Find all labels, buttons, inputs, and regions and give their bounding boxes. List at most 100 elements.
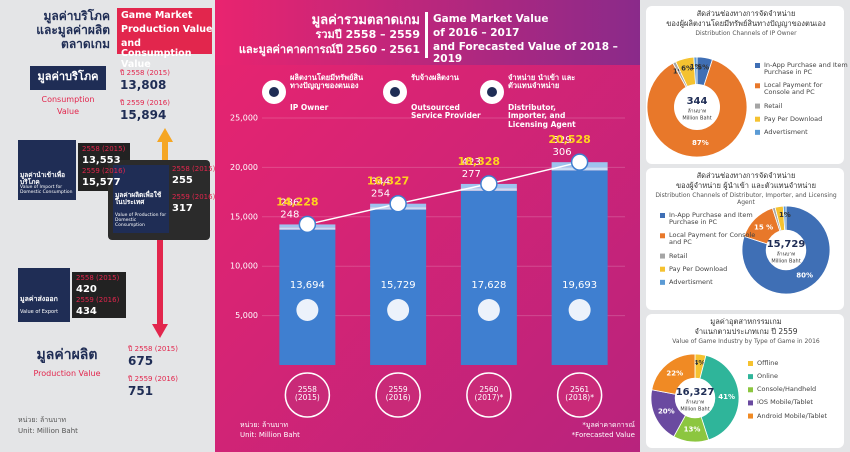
- label-en: Value of Export: [20, 309, 59, 315]
- pie-hole: [765, 229, 807, 271]
- title-en: Game Market: [121, 10, 193, 21]
- legend-swatch: [748, 361, 753, 366]
- pie-center-value: 16,327: [676, 387, 715, 398]
- legend-swatch: [660, 213, 665, 218]
- legend-entry: Advertisment: [669, 277, 713, 286]
- label-th: มูลค่าผลิต: [36, 347, 98, 363]
- title-en: Game Market Value: [433, 13, 549, 25]
- row-year: 2559 (2016): [82, 167, 126, 175]
- pie-label: 13%: [684, 426, 701, 434]
- pie-label: 6%: [681, 64, 693, 72]
- row-year: ปี 2559 (2016): [120, 99, 170, 107]
- unit-note: หน่วย: ล้านบาท: [240, 421, 289, 429]
- legend-entry: Retail: [669, 251, 688, 260]
- title-box: [117, 8, 212, 54]
- legend-entry: In-App Purchase and Item Purchase in PC: [764, 61, 848, 77]
- title-th: รวมปี 2558 – 2559: [315, 28, 420, 41]
- row-value: 15,894: [120, 108, 167, 122]
- row-value: 13,553: [82, 155, 121, 166]
- total-point: [480, 175, 498, 193]
- export-values-box: [72, 272, 126, 318]
- pie-hole: [674, 377, 716, 419]
- data-label: 17,628: [471, 280, 506, 291]
- label-en: Production Value: [33, 369, 101, 378]
- pie-title: ของผู้จำหน่าย ผู้นำเข้า และตัวแทนจำหน่าย: [675, 181, 817, 190]
- x-tick-label: 2560 (2017)*: [474, 385, 504, 403]
- total-label: 16,327: [367, 175, 409, 188]
- legend-entry: Distributor, Importer, and Licensing Age…: [508, 103, 576, 129]
- label-en: Value of Import for Domestic Consumption: [20, 185, 73, 195]
- legend-swatch: [755, 83, 760, 89]
- row-value: 15,577: [82, 177, 121, 188]
- total-point: [570, 153, 589, 171]
- cat-circle: [375, 372, 421, 418]
- row-year: 2559 (2016): [76, 296, 120, 304]
- label-th: มูลค่าผลิตเพื่อใช้ในประเทศ: [115, 191, 162, 207]
- pie-slice: [694, 354, 740, 441]
- legend-swatch: [748, 374, 753, 380]
- row-year: ปี 2558 (2015): [128, 345, 178, 353]
- row-value: 255: [172, 175, 193, 186]
- label-en: Value: [57, 107, 79, 116]
- pie-center-unit: ล้านบาท: [686, 399, 705, 406]
- unit-note: Unit: Million Baht: [18, 427, 78, 435]
- legend-swatch: [755, 116, 760, 122]
- legend-entry: Pay Per Download: [764, 114, 823, 123]
- legend-icon-dot: [487, 87, 497, 97]
- legend-swatch: [755, 103, 760, 109]
- title-th: มูลค่าบริโภค: [43, 9, 110, 23]
- pie-label: 5%: [697, 63, 709, 71]
- legend-entry: IP Owner: [290, 103, 329, 112]
- export-box: [18, 268, 70, 322]
- bar-icon: [296, 299, 319, 321]
- y-tick-label: 5,000: [235, 311, 258, 320]
- pie-label: 1%: [690, 63, 702, 71]
- legend-icon-dot: [390, 87, 400, 97]
- bar-icon: [387, 299, 410, 321]
- y-tick-label: 25,000: [230, 114, 258, 123]
- pie-subtitle: Distribution Channels of IP Owner: [695, 30, 797, 37]
- row-value: 434: [76, 306, 97, 317]
- row-value: 751: [128, 384, 154, 398]
- data-label: 286: [280, 197, 299, 208]
- legend-swatch: [660, 233, 665, 239]
- legend-th: รับจ้างผลิตงาน: [411, 73, 459, 82]
- pie-subtitle: Distribution Channels of Distributor, Im…: [655, 192, 837, 206]
- legend-swatch: [755, 129, 760, 135]
- import-box: [18, 140, 76, 200]
- forecast-note: *Forecasted Value: [571, 431, 635, 439]
- pie-center-value: 344: [687, 96, 708, 107]
- arrow-down: [152, 240, 168, 338]
- domestic-box: [113, 165, 169, 233]
- x-tick-label: 2559 (2016): [385, 385, 411, 403]
- row-value: 420: [76, 284, 97, 295]
- legend-swatch: [748, 400, 753, 406]
- data-label: 344: [371, 177, 390, 188]
- bar: [279, 229, 336, 365]
- row-value: 317: [172, 203, 193, 214]
- cat-circle: [466, 372, 512, 418]
- data-label: 19,693: [562, 280, 597, 291]
- total-label: 14,228: [276, 195, 318, 208]
- data-label: 423: [462, 157, 481, 168]
- pie-center-unit: ล้านบาท: [777, 251, 796, 258]
- bar-icon: [477, 299, 500, 321]
- data-label: 248: [280, 209, 299, 220]
- total-point: [298, 215, 317, 234]
- legend-entry: Pay Per Download: [669, 264, 728, 273]
- row-value: 13,808: [120, 78, 167, 92]
- legend-entry: Console/Handheld: [757, 385, 817, 394]
- legend-th: จำหน่าย นำเข้า และตัวแทนจำหน่าย: [508, 73, 576, 91]
- pie-center-value: 15,729: [767, 239, 806, 250]
- legend-entry: Local Payment for Console and PC: [764, 81, 823, 97]
- pie-title: สัดส่วนช่องทางการจัดจำหน่าย: [696, 171, 796, 180]
- legend-swatch: [660, 279, 665, 285]
- total-line: [307, 161, 580, 226]
- data-label: 277: [462, 169, 481, 180]
- legend-entry: In-App Purchase and Item Purchase in PC: [669, 211, 753, 227]
- pie-center-unit: Million Baht: [771, 259, 800, 265]
- title-en: and Consumption Value: [121, 38, 192, 70]
- bar-icon: [568, 299, 591, 321]
- row-year: 2559 (2016): [172, 193, 216, 201]
- unit-note: หน่วย: ล้านบาท: [18, 416, 67, 424]
